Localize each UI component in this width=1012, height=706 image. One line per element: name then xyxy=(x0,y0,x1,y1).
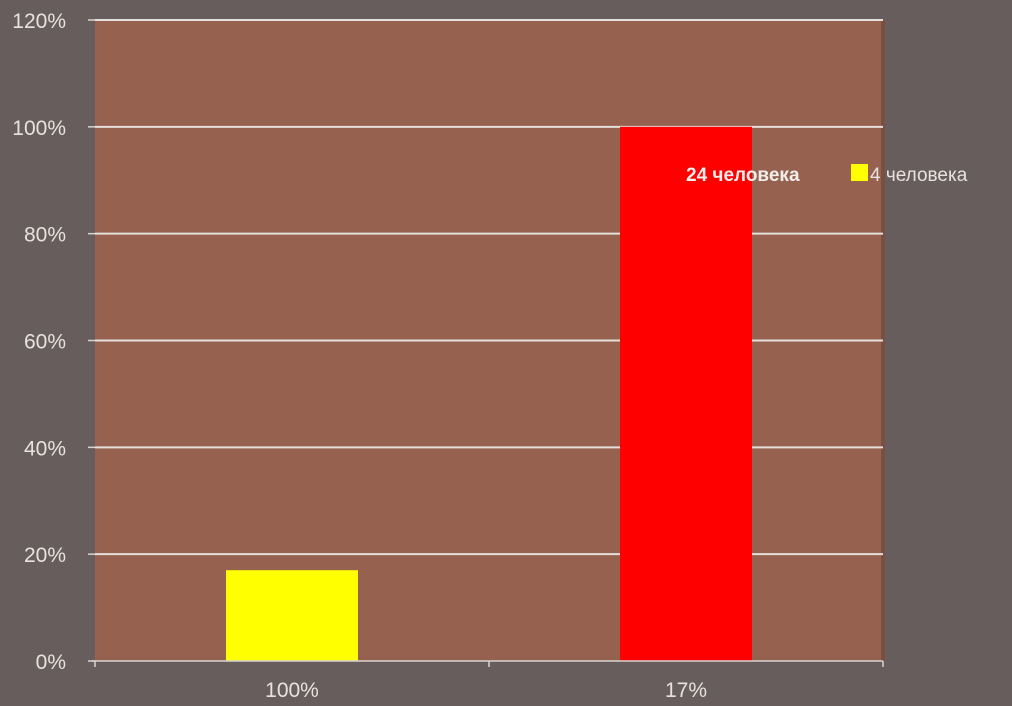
x-tick-labels: 100% 17% xyxy=(94,661,884,702)
y-tick-label-0: 0% xyxy=(36,651,66,674)
y-tick-label-3: 60% xyxy=(24,331,66,354)
bar-0 xyxy=(226,570,358,661)
legend-label-24-chelovek: 24 человека xyxy=(686,165,800,186)
x-tick-label-1: 17% xyxy=(665,679,707,701)
bar-1 xyxy=(620,126,752,662)
legend-label-4-cheloveka: 4 человека xyxy=(870,165,968,186)
y-tick-label-6: 120% xyxy=(12,10,66,33)
y-tick-labels: 0% 20% 40% 60% 80% 100% 120% xyxy=(12,10,95,674)
y-tick-label-2: 40% xyxy=(24,437,66,460)
legend-swatch-yellow xyxy=(851,164,868,181)
x-tick-label-0: 100% xyxy=(265,679,319,701)
legend: 24 человека 4 человека xyxy=(686,164,968,186)
y-tick-label-1: 20% xyxy=(24,544,66,567)
y-tick-label-5: 100% xyxy=(12,117,66,140)
y-tick-label-4: 80% xyxy=(24,224,66,247)
bars xyxy=(226,126,752,662)
